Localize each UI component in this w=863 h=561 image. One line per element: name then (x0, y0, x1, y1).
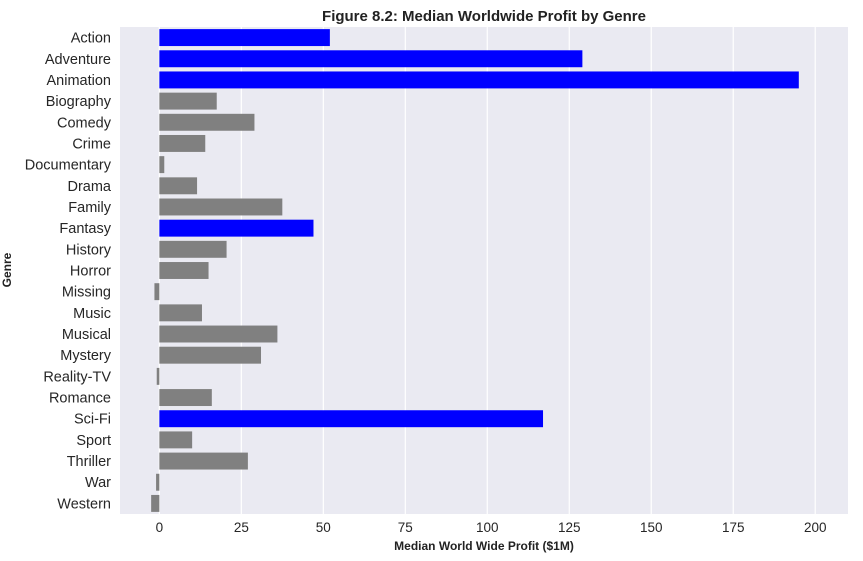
y-tick-labels: Action Adventure Animation Biography Comedy C… (25, 31, 112, 513)
y-tick-label: Sci-Fi (74, 412, 111, 428)
y-tick-label: Adventure (45, 52, 111, 68)
bar-reality-tv (156, 367, 160, 385)
bar-missing (154, 283, 160, 301)
y-tick-label: War (85, 475, 111, 491)
y-tick-label: Action (71, 31, 111, 47)
y-tick-label: Mystery (60, 348, 112, 364)
bar-music (159, 304, 202, 322)
y-tick-label: Fantasy (59, 221, 111, 237)
y-tick-label: Comedy (57, 115, 112, 131)
x-tick-labels: 0 25 50 75 100 125 150 175 200 (156, 520, 827, 535)
bars (151, 29, 799, 512)
plot-area (120, 27, 848, 514)
y-tick-label: Music (73, 306, 111, 322)
y-tick-label: Animation (47, 73, 111, 89)
x-tick-label: 125 (558, 520, 581, 535)
bar-drama (159, 177, 198, 195)
y-tick-label: Romance (49, 391, 111, 407)
y-tick-label: Western (57, 496, 111, 512)
bar-crime (159, 134, 206, 152)
x-axis-title: Median World Wide Profit ($1M) (394, 539, 574, 553)
bar-adventure (159, 50, 583, 68)
bar-mystery (159, 346, 262, 364)
y-tick-label: Reality-TV (43, 369, 111, 385)
x-tick-label: 50 (316, 520, 331, 535)
bar-romance (159, 389, 212, 407)
y-tick-label: Thriller (67, 454, 111, 470)
y-tick-label: Missing (62, 285, 111, 301)
bar-fantasy (159, 219, 314, 237)
bar-animation (159, 71, 799, 89)
bar-western (151, 494, 160, 512)
grid-lines (158, 27, 816, 514)
bar-musical (159, 325, 278, 343)
bar-thriller (159, 452, 248, 470)
x-tick-label: 100 (476, 520, 499, 535)
y-tick-label: History (66, 242, 112, 258)
bar-sport (159, 431, 193, 449)
bar-action (159, 29, 330, 47)
y-tick-label: Drama (67, 179, 111, 195)
bar-history (159, 240, 227, 258)
x-tick-label: 25 (234, 520, 249, 535)
bar-family (159, 198, 283, 216)
y-tick-label: Biography (46, 94, 112, 110)
bar-biography (159, 92, 217, 110)
x-tick-label: 150 (640, 520, 663, 535)
bar-sci-fi (159, 410, 544, 428)
bar-comedy (159, 113, 255, 131)
y-axis-title: Genre (0, 252, 14, 287)
x-tick-label: 175 (722, 520, 745, 535)
x-tick-label: 200 (804, 520, 827, 535)
y-tick-label: Family (68, 200, 111, 216)
y-tick-label: Horror (70, 264, 111, 280)
y-tick-label: Sport (76, 433, 111, 449)
bar-war (156, 473, 160, 491)
y-tick-label: Musical (62, 327, 111, 343)
bar-horror (159, 262, 209, 279)
x-tick-label: 0 (156, 520, 164, 535)
y-tick-label: Crime (72, 136, 111, 152)
y-tick-label: Documentary (25, 158, 112, 174)
chart-title: Figure 8.2: Median Worldwide Profit by G… (322, 8, 646, 25)
bar-documentary (159, 156, 165, 174)
x-tick-label: 75 (398, 520, 413, 535)
